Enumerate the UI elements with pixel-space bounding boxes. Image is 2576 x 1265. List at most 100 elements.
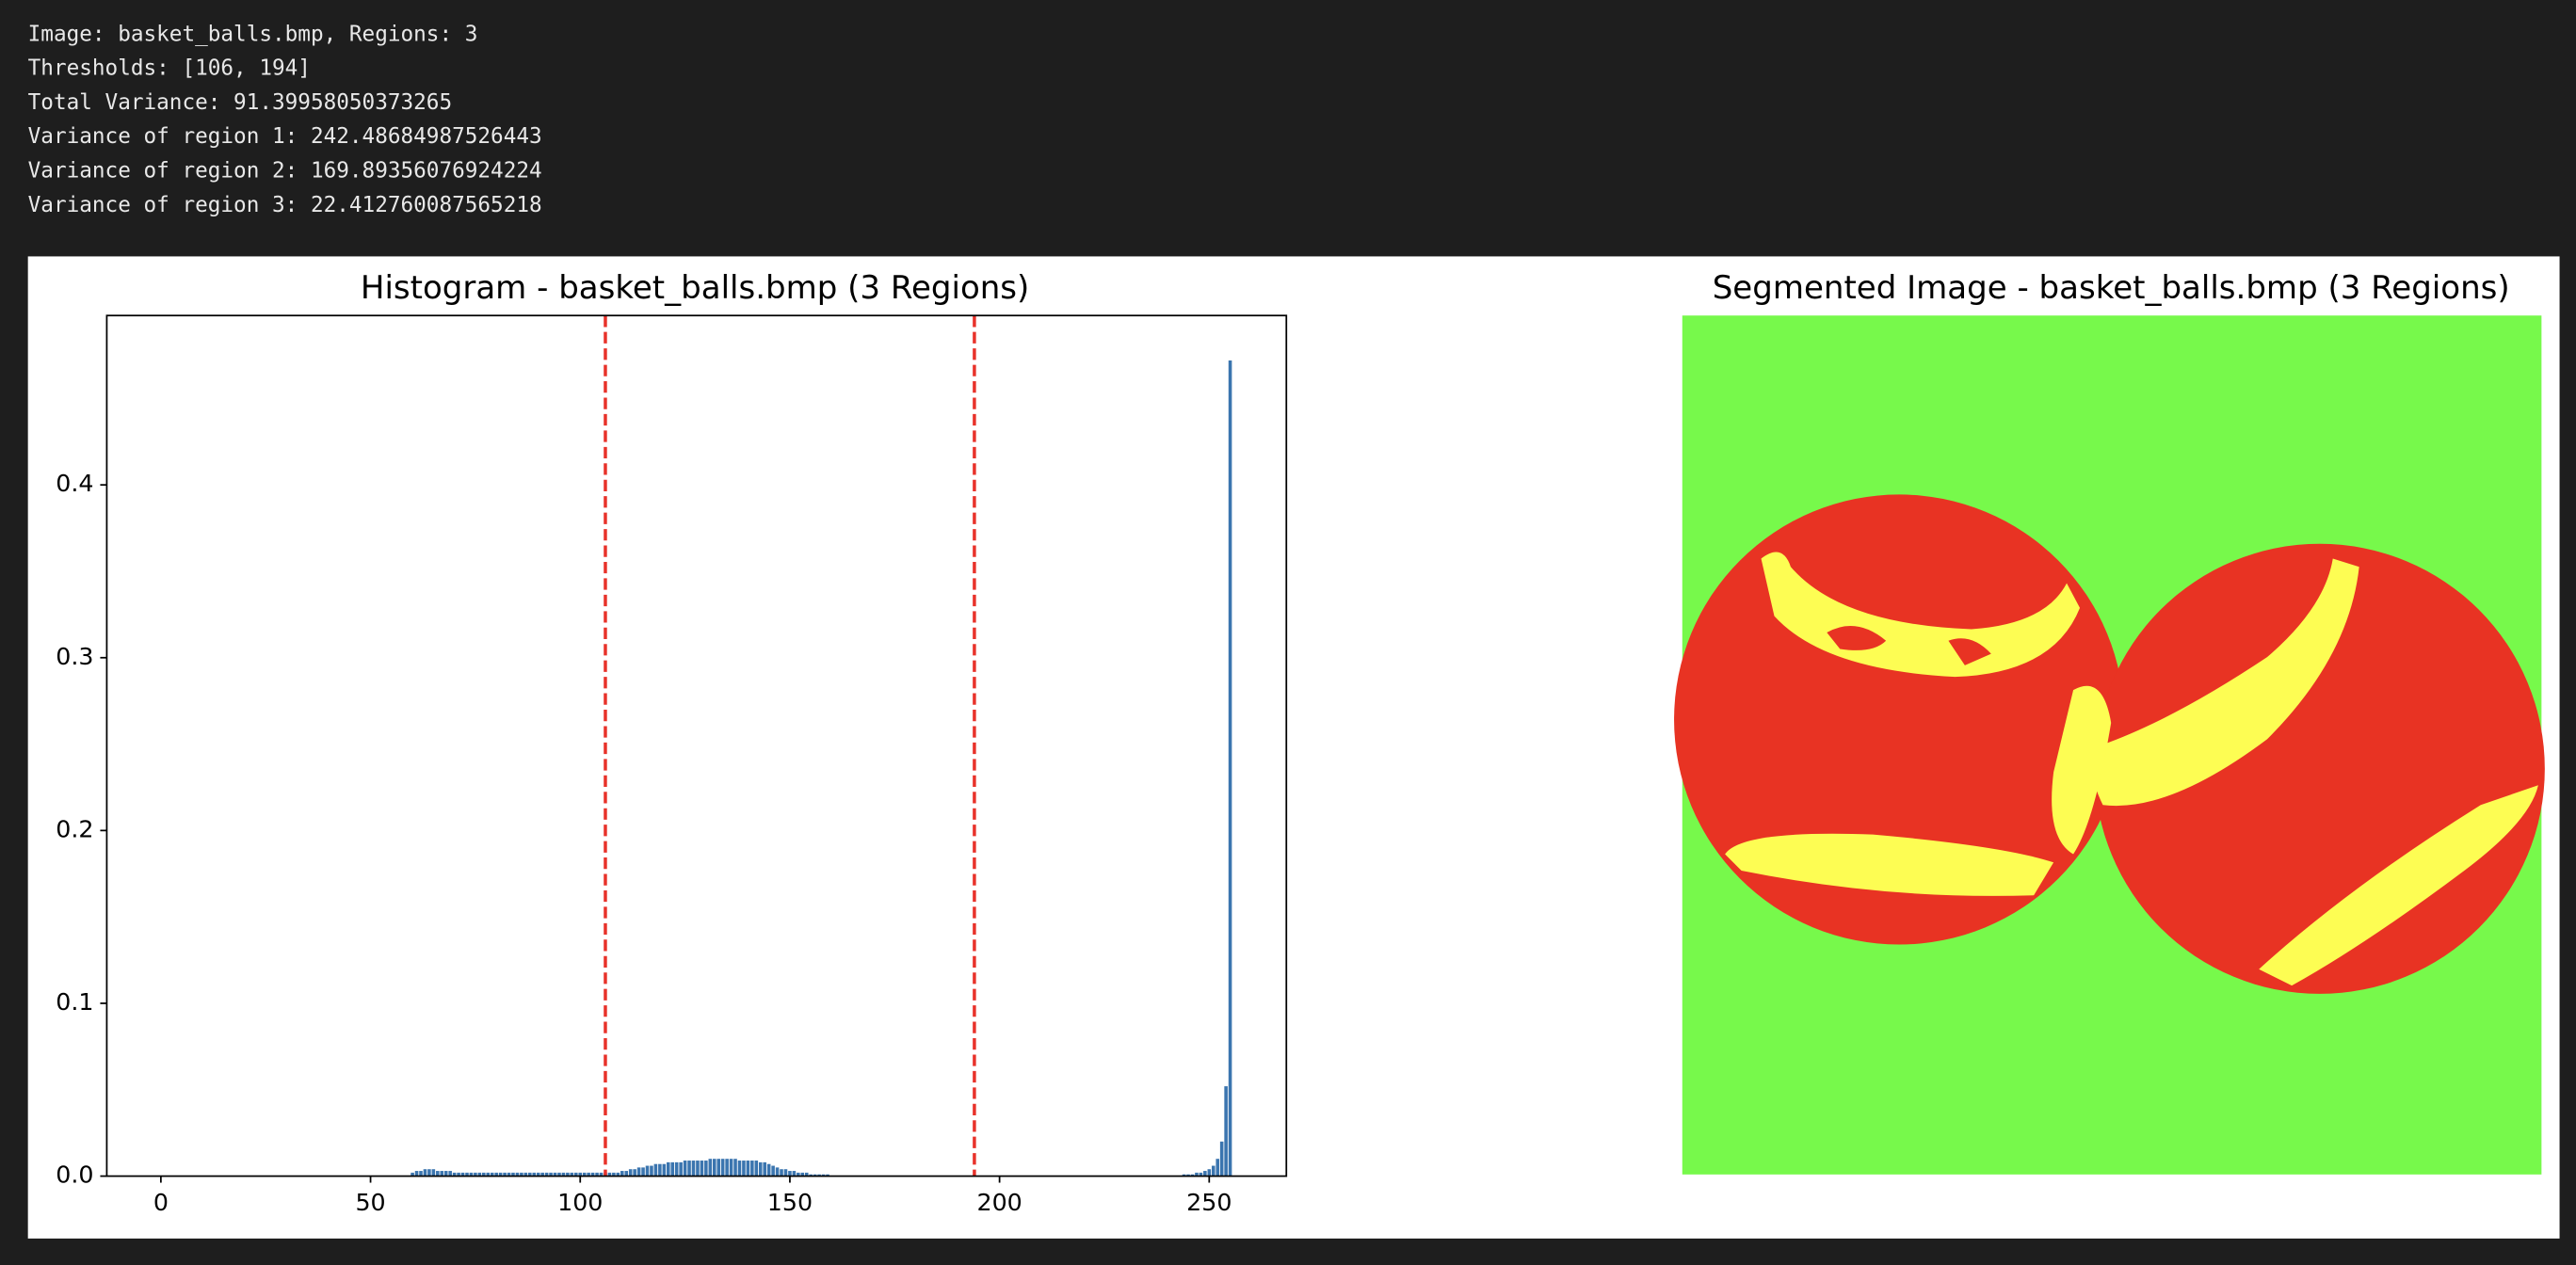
bar — [557, 1172, 561, 1177]
bar — [771, 1165, 775, 1177]
bar — [696, 1161, 700, 1177]
bar — [486, 1172, 491, 1177]
bar — [503, 1172, 507, 1177]
bar — [599, 1172, 604, 1177]
bar — [494, 1172, 498, 1177]
bar — [628, 1169, 633, 1177]
stripe — [1725, 833, 2054, 896]
bar — [650, 1165, 653, 1177]
bar — [587, 1172, 590, 1177]
bar — [1216, 1159, 1219, 1177]
bar — [536, 1172, 540, 1177]
axes-frame — [105, 314, 1288, 1177]
bar — [763, 1161, 766, 1177]
bar — [742, 1161, 746, 1177]
bar — [754, 1161, 759, 1177]
y-tick-label: 0.4 — [56, 470, 93, 497]
bar — [612, 1172, 616, 1177]
bar — [817, 1174, 821, 1177]
bar — [704, 1161, 708, 1177]
bar — [1219, 1141, 1224, 1177]
bar — [775, 1167, 780, 1177]
bar — [574, 1172, 578, 1177]
bar — [460, 1172, 465, 1177]
bar — [1190, 1174, 1195, 1177]
bar — [766, 1163, 771, 1177]
bar — [440, 1171, 444, 1177]
bar — [544, 1172, 549, 1177]
bar — [515, 1172, 520, 1177]
bar — [809, 1174, 813, 1177]
bar — [636, 1167, 641, 1177]
bar — [826, 1174, 829, 1177]
bar — [411, 1172, 414, 1177]
y-tick-label: 0.1 — [56, 988, 93, 1016]
stripe — [2052, 685, 2112, 855]
bar — [443, 1171, 448, 1177]
x-tick-label: 200 — [976, 1189, 1022, 1216]
bar — [414, 1171, 419, 1177]
output-line: Image: basket_balls.bmp, Regions: 3 — [28, 22, 478, 46]
output-line: Variance of region 2: 169.89356076924224 — [28, 159, 542, 184]
bar — [1199, 1172, 1203, 1177]
bar — [670, 1161, 675, 1177]
bar — [653, 1163, 658, 1177]
bar — [783, 1169, 788, 1177]
bar — [658, 1163, 662, 1177]
y-tick-label: 0.2 — [56, 815, 93, 842]
bar — [582, 1172, 587, 1177]
stripe — [2091, 558, 2359, 807]
bar — [662, 1163, 667, 1177]
stripe — [2259, 785, 2538, 986]
output-line: Variance of region 1: 242.48684987526443 — [28, 124, 542, 149]
bar — [590, 1172, 595, 1177]
bar — [687, 1161, 691, 1177]
bar — [436, 1171, 440, 1177]
bar — [419, 1171, 423, 1177]
bar — [490, 1172, 494, 1177]
bar — [1195, 1172, 1199, 1177]
bar — [448, 1171, 452, 1177]
bar — [1182, 1174, 1186, 1177]
y-tick-label: 0.0 — [56, 1161, 93, 1189]
bar — [549, 1172, 553, 1177]
x-tick-label: 250 — [1186, 1189, 1232, 1216]
bar — [720, 1159, 725, 1177]
bar — [725, 1159, 729, 1177]
bar — [457, 1172, 460, 1177]
bar — [758, 1161, 763, 1177]
bar — [780, 1169, 783, 1177]
output-line: Total Variance: 91.39958050373265 — [28, 90, 452, 115]
bar — [566, 1172, 570, 1177]
bar — [716, 1159, 721, 1177]
bar — [800, 1172, 805, 1177]
bar — [477, 1172, 482, 1177]
bar — [729, 1159, 733, 1177]
histogram-title: Histogram - basket_balls.bmp (3 Regions) — [361, 269, 1029, 307]
bar — [474, 1172, 477, 1177]
bar — [561, 1172, 566, 1177]
bar — [1203, 1171, 1207, 1177]
bar — [523, 1172, 528, 1177]
bar — [616, 1172, 620, 1177]
spot — [1827, 626, 1991, 665]
bar — [804, 1172, 809, 1177]
bar — [511, 1172, 515, 1177]
bar — [540, 1172, 544, 1177]
bar — [821, 1174, 826, 1177]
bar — [1211, 1165, 1216, 1177]
bar — [700, 1161, 704, 1177]
output-line: Thresholds: [106, 194] — [28, 56, 311, 81]
segmented-image — [1674, 315, 2545, 1175]
text-output: Image: basket_balls.bmp, Regions: 3 Thres… — [28, 22, 542, 216]
bar — [750, 1161, 754, 1177]
bar — [733, 1159, 737, 1177]
bar — [553, 1172, 557, 1177]
bar — [520, 1172, 523, 1177]
bar — [813, 1174, 817, 1177]
bar — [528, 1172, 532, 1177]
bar — [570, 1172, 574, 1177]
bar — [482, 1172, 486, 1177]
bar — [691, 1161, 696, 1177]
